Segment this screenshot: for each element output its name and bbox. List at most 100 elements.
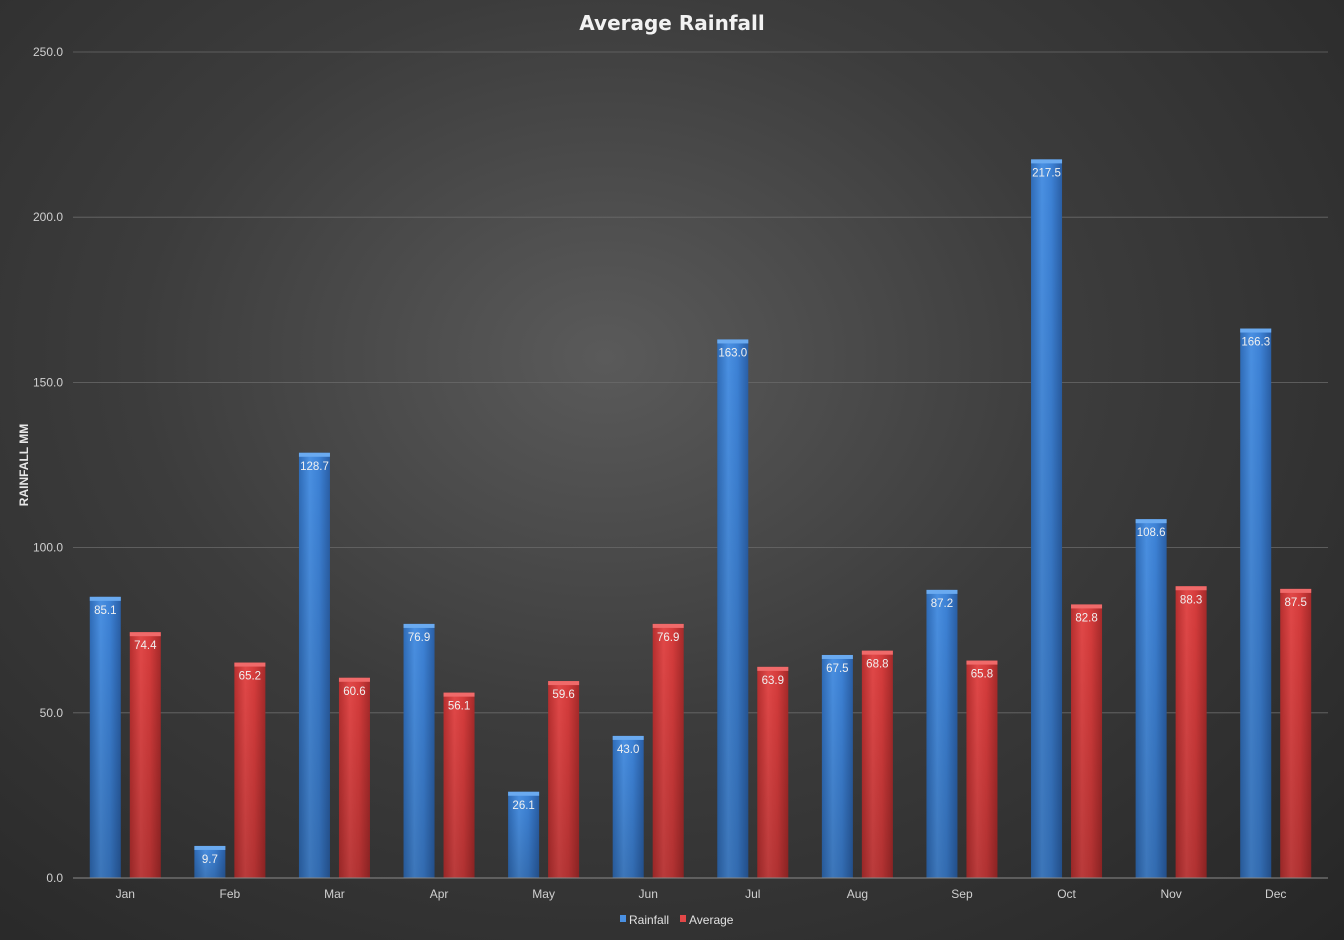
bar-shade-average-jun bbox=[652, 623, 684, 878]
data-label-average-jan: 74.4 bbox=[134, 640, 157, 652]
bar-cap-average-may bbox=[548, 681, 580, 686]
legend-label-rainfall: Rainfall bbox=[629, 913, 669, 927]
bar-shade-average-sep bbox=[966, 660, 998, 878]
y-tick-label: 50.0 bbox=[40, 706, 64, 720]
data-label-average-dec: 87.5 bbox=[1285, 597, 1307, 609]
data-label-average-nov: 88.3 bbox=[1180, 594, 1202, 606]
bar-shade-average-apr bbox=[443, 692, 475, 878]
bar-shade-rainfall-mar bbox=[298, 452, 330, 878]
y-tick-label: 100.0 bbox=[33, 541, 63, 555]
x-tick-label: Mar bbox=[324, 887, 345, 901]
x-tick-label: Feb bbox=[220, 887, 241, 901]
bar-cap-average-aug bbox=[861, 650, 893, 655]
bar-cap-average-oct bbox=[1071, 604, 1103, 609]
bar-cap-rainfall-nov bbox=[1135, 519, 1167, 524]
gridlines bbox=[73, 51, 1328, 714]
bar-shade-rainfall-feb bbox=[194, 845, 226, 878]
x-tick-label: Aug bbox=[847, 887, 868, 901]
data-label-average-apr: 56.1 bbox=[448, 701, 470, 713]
bar-cap-average-nov bbox=[1175, 586, 1207, 591]
bar-cap-rainfall-jul bbox=[717, 339, 749, 344]
bar-shade-rainfall-oct bbox=[1031, 159, 1063, 878]
bar-cap-average-jun bbox=[652, 623, 684, 628]
x-tick-label: Apr bbox=[430, 887, 449, 901]
x-tick-label: Jan bbox=[116, 887, 135, 901]
y-axis-title: RAINFALL MM bbox=[17, 424, 31, 506]
data-label-average-sep: 65.8 bbox=[971, 669, 993, 681]
bar-shade-rainfall-sep bbox=[926, 589, 958, 878]
bar-shade-average-jul bbox=[757, 666, 789, 878]
x-axis-tick-labels: Jan Feb Mar Apr May Jun Jul Aug Sep Oct Nov Dec bbox=[116, 887, 1287, 901]
bar-shade-average-feb bbox=[234, 662, 266, 878]
bar-shade-rainfall-may bbox=[508, 791, 540, 878]
legend: Rainfall Average bbox=[620, 913, 734, 927]
data-label-rainfall-jan: 85.1 bbox=[94, 605, 116, 617]
data-label-rainfall-dec: 166.3 bbox=[1241, 337, 1270, 349]
data-label-rainfall-feb: 9.7 bbox=[202, 854, 218, 866]
data-label-rainfall-jun: 43.0 bbox=[617, 744, 639, 756]
y-tick-label: 150.0 bbox=[33, 375, 63, 389]
y-axis-tick-labels: 0.0 50.0 100.0 150.0 200.0 250.0 bbox=[33, 45, 63, 885]
bar-shade-rainfall-apr bbox=[403, 623, 435, 878]
bar-cap-average-dec bbox=[1280, 588, 1312, 593]
data-label-rainfall-sep: 87.2 bbox=[931, 598, 953, 610]
y-tick-label: 200.0 bbox=[33, 210, 63, 224]
data-label-average-feb: 65.2 bbox=[239, 671, 261, 683]
data-label-average-mar: 60.6 bbox=[343, 686, 365, 698]
x-tick-label: Sep bbox=[951, 887, 973, 901]
bar-cap-rainfall-sep bbox=[926, 589, 958, 594]
legend-label-average: Average bbox=[689, 913, 734, 927]
bar-shade-average-may bbox=[548, 681, 580, 878]
bar-shade-rainfall-jan bbox=[89, 596, 121, 878]
bar-cap-rainfall-may bbox=[508, 791, 540, 796]
bar-cap-rainfall-jan bbox=[89, 596, 121, 601]
data-label-rainfall-aug: 67.5 bbox=[826, 663, 848, 675]
bar-cap-rainfall-dec bbox=[1240, 328, 1272, 333]
data-label-average-jun: 76.9 bbox=[657, 632, 679, 644]
bars bbox=[89, 159, 1312, 878]
bar-shade-average-oct bbox=[1071, 604, 1103, 878]
bar-cap-average-apr bbox=[443, 692, 475, 697]
bar-shade-rainfall-nov bbox=[1135, 519, 1167, 878]
bar-cap-rainfall-feb bbox=[194, 845, 226, 850]
data-label-rainfall-mar: 128.7 bbox=[300, 461, 329, 473]
bar-cap-average-jul bbox=[757, 666, 789, 671]
bar-shade-average-mar bbox=[338, 677, 370, 878]
bar-cap-average-feb bbox=[234, 662, 266, 667]
chart-title: Average Rainfall bbox=[579, 11, 764, 35]
data-label-average-jul: 63.9 bbox=[762, 675, 784, 687]
data-label-average-oct: 82.8 bbox=[1075, 612, 1097, 624]
bar-cap-rainfall-jun bbox=[612, 735, 644, 740]
data-label-rainfall-jul: 163.0 bbox=[718, 347, 747, 359]
legend-swatch-rainfall bbox=[620, 915, 626, 922]
data-label-rainfall-may: 26.1 bbox=[512, 800, 534, 812]
x-tick-label: Oct bbox=[1057, 887, 1076, 901]
x-tick-label: Dec bbox=[1265, 887, 1286, 901]
data-label-rainfall-oct: 217.5 bbox=[1032, 167, 1061, 179]
bar-shade-rainfall-dec bbox=[1240, 328, 1272, 878]
data-label-rainfall-apr: 76.9 bbox=[408, 632, 430, 644]
bar-shade-rainfall-jul bbox=[717, 339, 749, 878]
x-tick-label: May bbox=[532, 887, 555, 901]
x-tick-label: Nov bbox=[1160, 887, 1181, 901]
legend-swatch-average bbox=[680, 915, 686, 922]
bar-cap-average-mar bbox=[338, 677, 370, 682]
y-tick-label: 0.0 bbox=[46, 871, 63, 885]
bar-cap-average-sep bbox=[966, 660, 998, 665]
bar-shade-average-nov bbox=[1175, 586, 1207, 878]
bar-cap-average-jan bbox=[129, 632, 161, 637]
data-label-average-aug: 68.8 bbox=[866, 659, 888, 671]
bar-cap-rainfall-apr bbox=[403, 623, 435, 628]
bar-shade-average-dec bbox=[1280, 588, 1312, 878]
x-tick-label: Jun bbox=[639, 887, 658, 901]
x-tick-label: Jul bbox=[745, 887, 760, 901]
data-label-rainfall-nov: 108.6 bbox=[1137, 527, 1166, 539]
bar-cap-rainfall-oct bbox=[1031, 159, 1063, 164]
data-label-average-may: 59.6 bbox=[552, 689, 574, 701]
bar-shade-rainfall-aug bbox=[821, 654, 853, 878]
bar-cap-rainfall-mar bbox=[298, 452, 330, 457]
bar-shade-average-aug bbox=[861, 650, 893, 878]
y-tick-label: 250.0 bbox=[33, 45, 63, 59]
bar-cap-rainfall-aug bbox=[821, 654, 853, 659]
